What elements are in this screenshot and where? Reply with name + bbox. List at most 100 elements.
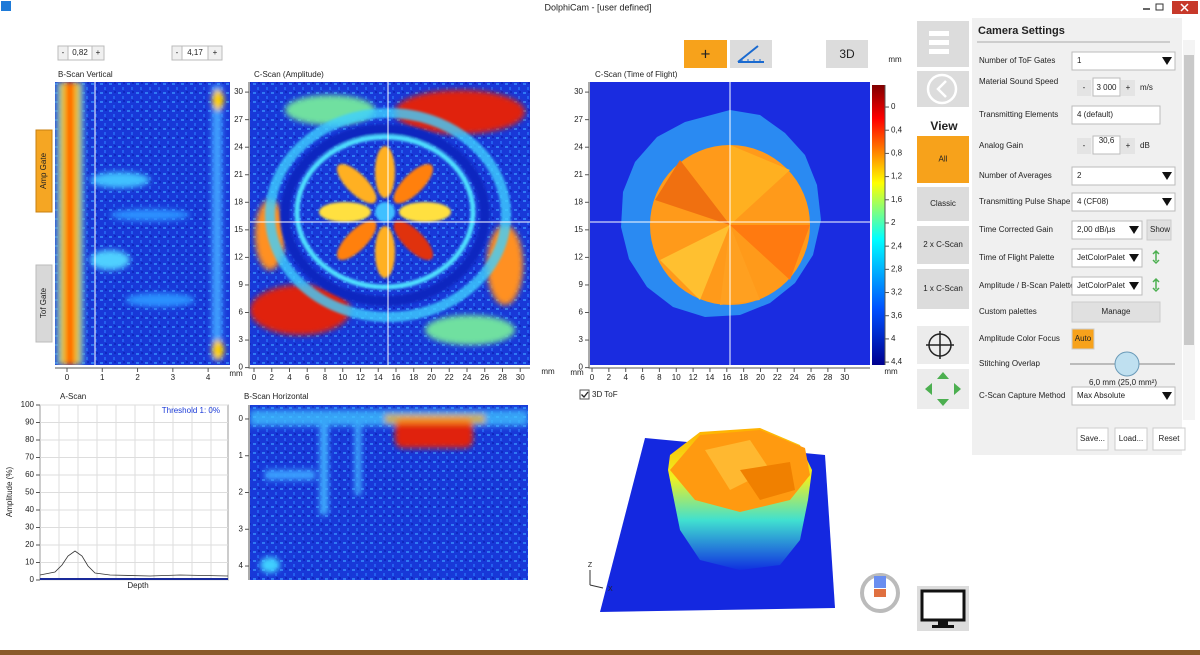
dropdown-arrow: [1162, 172, 1172, 180]
x-tick-label: 14: [705, 373, 714, 382]
slider-value: 6,0 mm (25,0 mm²): [1089, 378, 1157, 387]
y-tick-label: 24: [574, 142, 583, 151]
measure-button[interactable]: [730, 40, 772, 68]
value-input[interactable]: [1092, 135, 1121, 155]
x-tick-label: 6: [305, 373, 310, 382]
panel-title: A-Scan: [60, 392, 86, 401]
x-tick-label: 6: [640, 373, 645, 382]
scroll-thumb[interactable]: [1184, 55, 1194, 345]
setting-button[interactable]: [1146, 219, 1172, 241]
dropdown[interactable]: [1071, 105, 1161, 125]
setting-label: Number of ToF Gates: [979, 56, 1055, 65]
x-tick-label: 4: [287, 373, 292, 382]
setting-label: Amplitude Color Focus: [979, 334, 1060, 343]
checkmark: [581, 391, 589, 398]
button-label: -: [176, 48, 179, 57]
orientation-cube[interactable]: [860, 573, 900, 613]
view-mode-button[interactable]: [915, 134, 971, 185]
dropdown[interactable]: [1071, 166, 1176, 186]
y-tick-label: 0: [579, 363, 584, 372]
slider-thumb[interactable]: [1114, 351, 1140, 377]
setting-label: Material Sound Speed: [979, 77, 1058, 86]
unit-label: mm: [884, 367, 898, 376]
tof-gate-tab[interactable]: [35, 264, 53, 343]
setting-label: Custom palettes: [979, 307, 1037, 316]
x-tick-label: 20: [756, 373, 765, 382]
button-label: Save...: [1080, 434, 1105, 443]
dropdown[interactable]: [1071, 276, 1143, 296]
setting-label: Time Corrected Gain: [979, 225, 1053, 234]
dropdown-value: 4 (CF08): [1077, 197, 1109, 206]
palette-swap-icon[interactable]: [1152, 249, 1160, 265]
footer-button[interactable]: [1114, 427, 1148, 451]
x-tick-label: 24: [463, 373, 472, 382]
increment-button[interactable]: [1121, 138, 1135, 154]
decrement-button[interactable]: [1077, 80, 1091, 96]
y-tick-label: 0,8: [891, 149, 903, 158]
dropdown-value: 4 (default): [1077, 110, 1113, 119]
y-tick-label: 60: [25, 470, 34, 479]
view-mode-button[interactable]: [915, 224, 971, 266]
button-label: +: [701, 44, 711, 63]
y-tick-label: 0: [239, 414, 244, 423]
setting-button[interactable]: [1071, 328, 1095, 350]
view-mode-button[interactable]: [915, 267, 971, 311]
y-tick-label: 21: [234, 170, 243, 179]
x-tick-label: 14: [374, 373, 383, 382]
unit-label: mm: [229, 369, 243, 378]
y-tick-label: 1,6: [891, 195, 903, 204]
y-tick-label: 30: [25, 523, 34, 532]
taskbar: [0, 650, 1200, 655]
y-tick-label: 4,4: [891, 357, 903, 366]
crosshair-button[interactable]: [915, 324, 971, 366]
x-tick-label: 2: [135, 373, 140, 382]
ascan-trace: [39, 550, 229, 577]
dropdown[interactable]: [1071, 248, 1143, 268]
checkbox[interactable]: [579, 389, 590, 400]
dropdown[interactable]: [1071, 51, 1176, 71]
decrement-button[interactable]: [1077, 138, 1091, 154]
increment-button[interactable]: [1121, 80, 1135, 96]
x-tick-label: 30: [516, 373, 525, 382]
panel-title: C-Scan (Time of Flight): [595, 70, 678, 79]
x-tick-label: 1: [100, 373, 105, 382]
input-value: 0,82: [72, 48, 88, 57]
dropdown-arrow: [1162, 392, 1172, 400]
y-tick-label: 2: [891, 218, 896, 227]
dropdown[interactable]: [1071, 192, 1176, 212]
footer-button[interactable]: [1076, 427, 1109, 451]
increment-button[interactable]: [91, 45, 105, 61]
increment-button[interactable]: [207, 45, 223, 61]
setting-label: Transmitting Elements: [979, 110, 1058, 119]
monitor-button[interactable]: [915, 584, 971, 633]
menu-button[interactable]: [915, 19, 971, 69]
y-tick-label: 2,8: [891, 264, 903, 273]
back-button[interactable]: [915, 69, 971, 109]
setting-label: Analog Gain: [979, 141, 1023, 150]
x-tick-label: 22: [445, 373, 454, 382]
button-label: Classic: [930, 199, 956, 208]
3d-button[interactable]: [826, 40, 868, 68]
input-value: 4,17: [187, 48, 203, 57]
window-controls[interactable]: [1143, 1, 1198, 14]
tab-label: Tof Gate: [39, 287, 48, 318]
footer-button[interactable]: [1152, 427, 1186, 451]
title-bar: [0, 0, 1200, 14]
input-value: 30,6: [1099, 136, 1115, 145]
palette-swap-icon[interactable]: [1152, 277, 1160, 293]
move-button[interactable]: [915, 367, 971, 411]
amp-gate-tab[interactable]: [35, 129, 53, 213]
dropdown[interactable]: [1071, 386, 1176, 406]
settings-rows: Number of ToF Gates 1 Material Sound Speed…: [979, 51, 1186, 451]
setting-button[interactable]: [1071, 301, 1161, 323]
dropdown[interactable]: [1071, 220, 1143, 240]
add-button[interactable]: [684, 40, 727, 68]
panel-title: C-Scan (Amplitude): [254, 70, 324, 79]
y-tick-label: 80: [25, 435, 34, 444]
y-tick-label: 18: [574, 197, 583, 206]
view-mode-button[interactable]: [915, 185, 971, 223]
colorbar: [872, 85, 885, 365]
y-tick-label: 4: [239, 561, 244, 570]
x-tick-label: 0: [252, 373, 257, 382]
value-input[interactable]: [1092, 77, 1121, 97]
